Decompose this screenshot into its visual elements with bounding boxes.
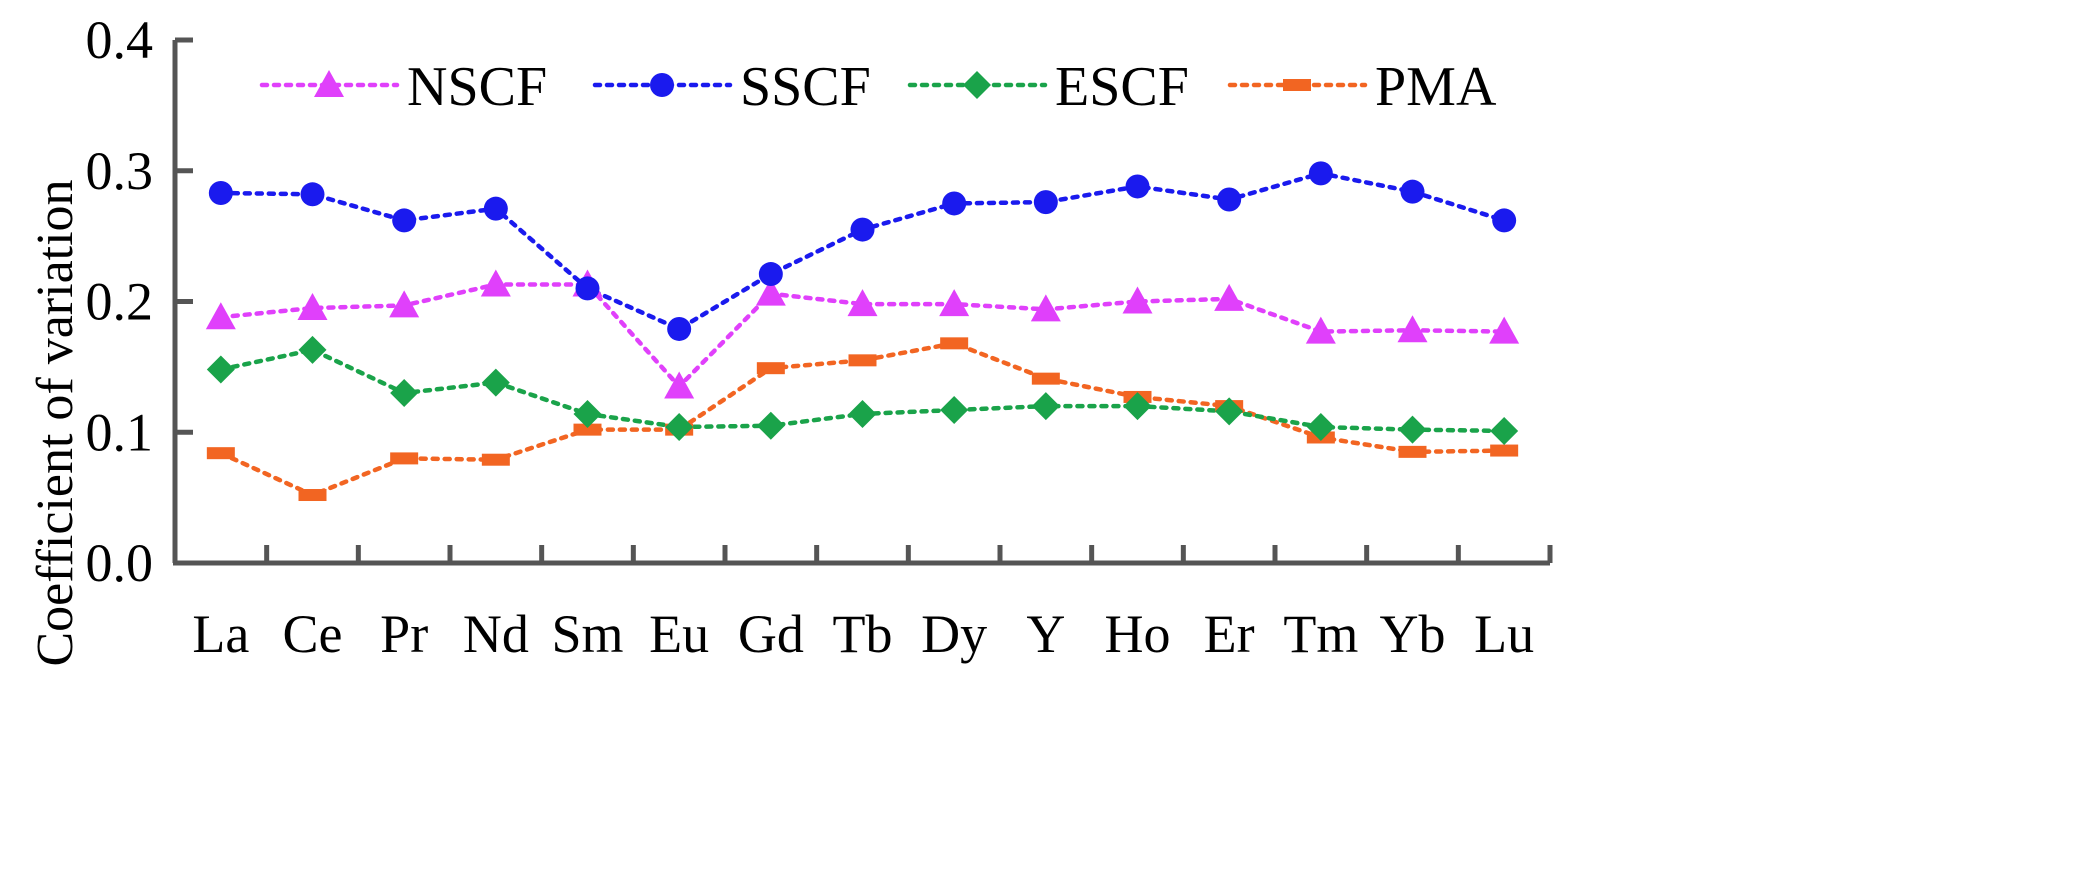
- data-point-escf: [1123, 392, 1152, 421]
- chart-series: [205, 161, 1520, 502]
- data-point-escf: [665, 413, 694, 442]
- legend-label-escf: ESCF: [1055, 56, 1189, 118]
- data-point-sscf: [1400, 179, 1425, 204]
- data-point-sscf: [1033, 190, 1058, 215]
- x-tick-label: Lu: [1474, 604, 1534, 664]
- data-point-pma: [481, 453, 510, 466]
- x-tick-label: Tm: [1283, 604, 1358, 664]
- data-point-sscf: [575, 276, 600, 301]
- data-point-escf: [1398, 415, 1427, 444]
- data-point-nscf: [1030, 294, 1061, 322]
- data-point-escf: [573, 399, 602, 428]
- legend-marker-pma: [1283, 79, 1311, 91]
- data-point-escf: [1306, 413, 1335, 442]
- data-point-nscf: [664, 371, 695, 399]
- data-point-pma: [848, 354, 877, 367]
- data-point-sscf: [1125, 174, 1150, 199]
- data-point-pma: [1031, 372, 1060, 385]
- y-tick-label: 0.4: [86, 10, 154, 70]
- data-point-sscf: [850, 217, 875, 242]
- data-point-nscf: [480, 269, 511, 297]
- data-point-nscf: [389, 290, 420, 318]
- data-point-nscf: [939, 289, 970, 317]
- legend-label-sscf: SSCF: [740, 56, 871, 118]
- data-point-nscf: [297, 293, 328, 321]
- data-point-escf: [206, 355, 235, 384]
- data-point-sscf: [1217, 187, 1242, 212]
- data-point-escf: [298, 335, 327, 364]
- x-tick-label: Pr: [380, 604, 428, 664]
- legend-marker-nscf: [314, 70, 344, 97]
- x-tick-label: Ce: [283, 604, 343, 664]
- data-point-nscf: [1305, 316, 1336, 344]
- data-point-nscf: [205, 302, 236, 330]
- data-point-pma: [298, 489, 327, 502]
- y-tick-label: 0.0: [86, 533, 154, 593]
- data-point-pma: [573, 423, 602, 436]
- data-point-sscf: [208, 180, 233, 205]
- data-point-escf: [940, 396, 969, 425]
- data-point-sscf: [392, 208, 417, 233]
- data-point-pma: [390, 452, 419, 465]
- data-point-escf: [1215, 397, 1244, 426]
- data-point-sscf: [1308, 161, 1333, 186]
- data-point-escf: [756, 411, 785, 440]
- series-line-nscf: [218, 282, 1507, 390]
- legend-label-nscf: NSCF: [407, 56, 547, 118]
- series-line-pma: [218, 341, 1507, 498]
- x-tick-label: Gd: [738, 604, 804, 664]
- data-point-sscf: [942, 191, 967, 216]
- data-point-pma: [1490, 444, 1519, 457]
- x-tick-label: Eu: [649, 604, 709, 664]
- data-point-sscf: [483, 196, 508, 221]
- x-tick-label: Ho: [1105, 604, 1171, 664]
- data-point-pma: [206, 447, 235, 460]
- x-tick-label: Dy: [921, 604, 987, 664]
- data-point-nscf: [1397, 315, 1428, 343]
- y-tick-label: 0.3: [86, 141, 154, 201]
- data-point-pma: [756, 362, 785, 375]
- chart-legend: NSCF SSCF ESCF PMA: [259, 56, 1497, 118]
- data-point-escf: [1031, 392, 1060, 421]
- data-point-escf: [390, 379, 419, 408]
- data-point-nscf: [755, 278, 786, 306]
- data-point-nscf: [1489, 316, 1520, 344]
- x-tick-label: Yb: [1380, 604, 1446, 664]
- data-point-sscf: [758, 262, 783, 287]
- chart-axes: 0.0 0.1 0.2 0.3 0.4 La Ce Pr Nd Sm Eu Gd Tb Dy Y Ho Er Tm…: [86, 10, 1553, 664]
- data-point-sscf: [1492, 208, 1517, 233]
- data-point-sscf: [667, 316, 692, 341]
- data-point-pma: [1398, 445, 1427, 458]
- data-point-escf: [1490, 416, 1519, 445]
- x-tick-label: Sm: [551, 604, 623, 664]
- legend-marker-sscf: [650, 73, 674, 97]
- data-point-pma: [940, 337, 969, 350]
- y-tick-label: 0.2: [86, 272, 154, 332]
- data-point-escf: [481, 368, 510, 397]
- data-point-nscf: [847, 289, 878, 317]
- data-point-nscf: [1214, 283, 1245, 311]
- legend-marker-escf: [963, 71, 991, 99]
- x-tick-label: Er: [1204, 604, 1255, 664]
- y-tick-label: 0.1: [86, 402, 154, 462]
- x-tick-label: Nd: [463, 604, 529, 664]
- legend-label-pma: PMA: [1375, 56, 1497, 118]
- data-point-nscf: [1122, 286, 1153, 314]
- x-tick-label: La: [192, 604, 249, 664]
- data-point-escf: [848, 399, 877, 428]
- data-point-sscf: [300, 182, 325, 207]
- x-tick-label: Y: [1026, 604, 1065, 664]
- y-axis-title: Coefficient of variation: [27, 179, 84, 666]
- x-tick-label: Tb: [833, 604, 893, 664]
